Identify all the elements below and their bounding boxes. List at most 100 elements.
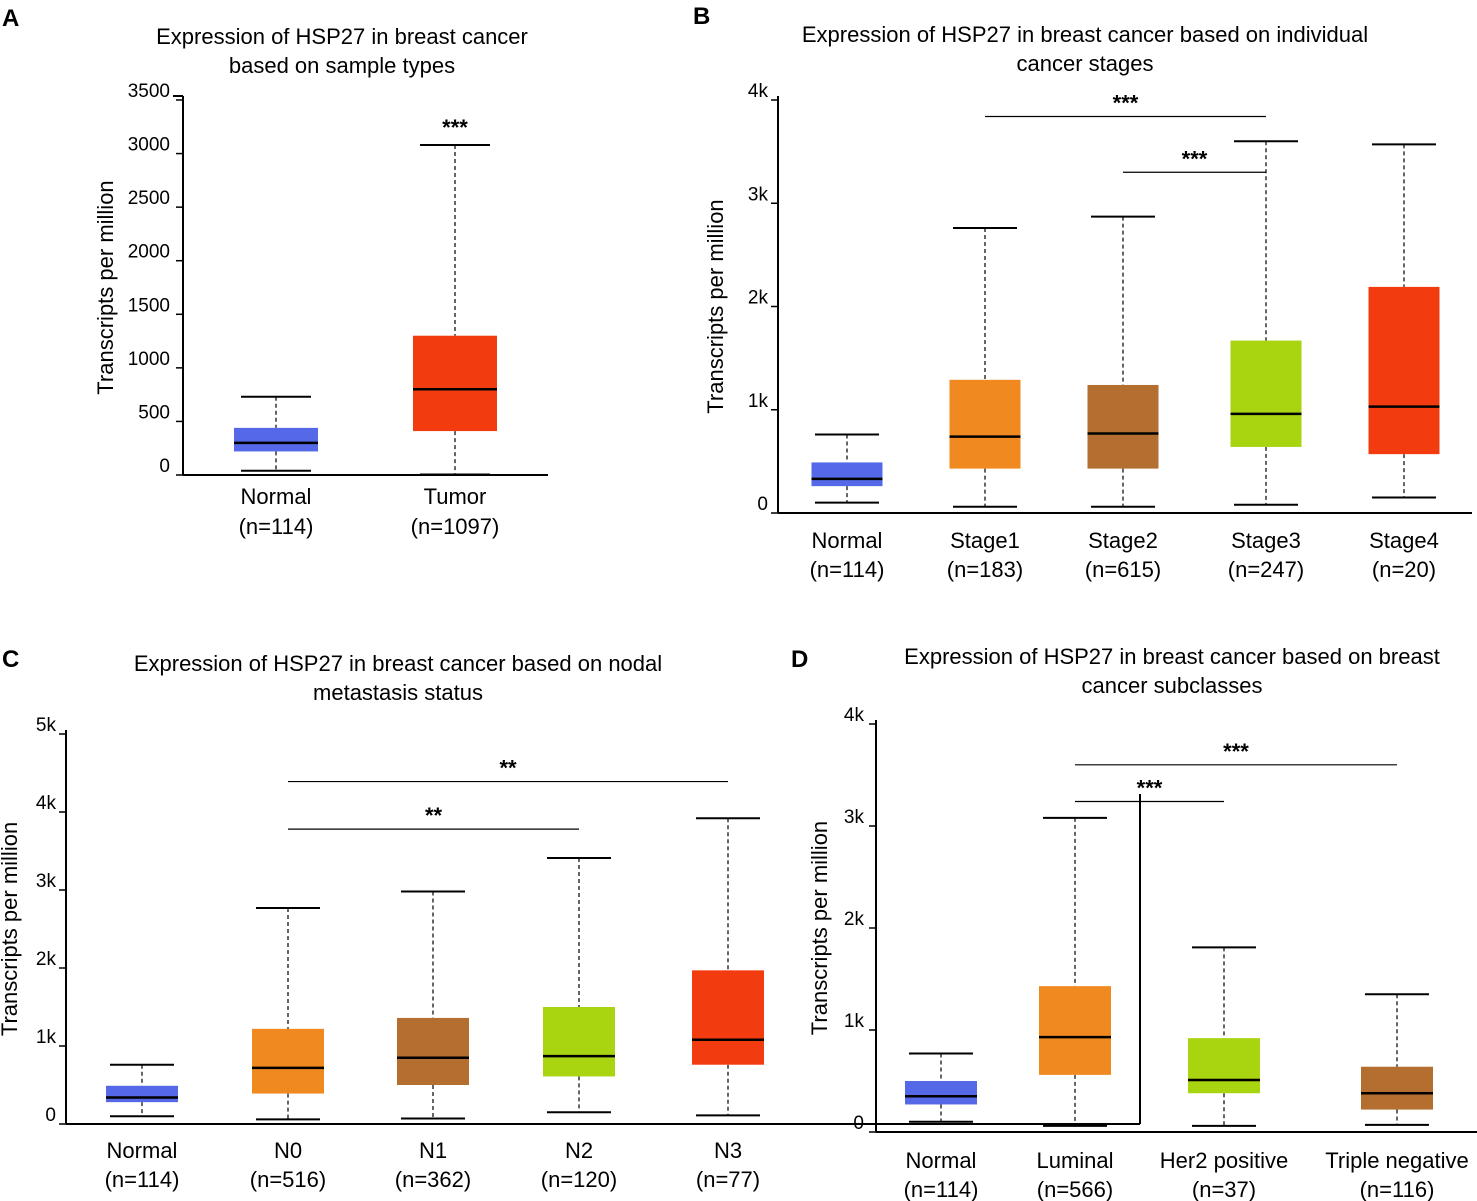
box-tumor: Tumor (n=1097) [411,144,500,539]
box-stage3: Stage3 (n=247) [1228,140,1304,582]
box-iqr [692,970,764,1065]
y-tick-label: 0 [159,456,170,477]
category-n-label: (n=20) [1372,557,1436,582]
category-n-label: (n=37) [1192,1177,1256,1201]
y-axis-label: Transcripts per million [703,199,728,413]
box-stage2: Stage2 (n=615) [1085,215,1161,582]
chart-title-line-1: Expression of HSP27 in breast cancer bas… [904,644,1440,669]
panel-a: A Expression of HSP27 in breast cancer bas… [2,5,548,539]
category-n-label: (n=566) [1037,1177,1113,1201]
box-normal: Normal (n=114) [904,1052,978,1201]
category-n-label: (n=116) [1360,1177,1435,1201]
box-iqr [252,1028,324,1094]
category-n-label: (n=114) [239,514,314,539]
category-label: Her2 positive [1160,1148,1288,1173]
category-label: Tumor [424,484,487,509]
category-n-label: (n=183) [947,557,1023,582]
y-axis-label: Transcripts per million [0,822,22,1036]
significance-label: *** [1182,146,1208,171]
box-iqr [905,1081,977,1105]
category-label: Normal [241,484,312,509]
panel-label: B [693,3,710,30]
y-tick-label: 1500 [128,295,170,316]
y-tick-label: 500 [138,402,170,423]
panel-d: D Expression of HSP27 in breast cancer ba… [791,644,1477,1201]
significance-label: *** [1113,91,1139,116]
category-label: Stage4 [1369,528,1439,553]
box-iqr [1087,384,1159,469]
chart-title-line-2: metastasis status [313,680,483,705]
box-iqr [234,427,318,452]
box-stage4: Stage4 (n=20) [1368,143,1440,582]
y-tick-label: 1000 [128,349,170,370]
significance-label: ** [499,756,517,781]
box-luminal: Luminal (n=566) [1036,816,1114,1201]
box-n2: N2 (n=120) [541,857,617,1192]
significance-label: *** [1137,776,1163,801]
box-triple-negative: Triple negative (n=116) [1325,993,1469,1201]
box-normal: Normal (n=114) [234,395,318,539]
panel-label: C [2,646,19,673]
category-label: Stage1 [950,528,1020,553]
category-n-label: (n=362) [395,1167,471,1192]
y-tick-label: 1k [844,1011,865,1032]
y-tick-label: 2k [748,288,769,309]
box-normal: Normal (n=114) [105,1063,179,1192]
y-tick-label: 2k [844,909,865,930]
panel-label: A [2,5,19,32]
box-n0: N0 (n=516) [250,906,326,1192]
y-tick-label: 2000 [128,242,170,263]
box-stage1: Stage1 (n=183) [947,227,1023,582]
category-label: N1 [419,1138,447,1163]
panel-label: D [791,646,808,673]
category-label: N2 [565,1138,593,1163]
box-n1: N1 (n=362) [395,890,471,1192]
y-tick-label: 3k [844,807,865,828]
category-label: Luminal [1036,1148,1113,1173]
significance-label: *** [1223,739,1249,764]
y-axis-label: Transcripts per million [93,180,118,394]
category-n-label: (n=1097) [411,514,500,539]
box-iqr [413,335,497,432]
panel-c: C Expression of HSP27 in breast cancer ba… [0,646,1141,1192]
category-n-label: (n=247) [1228,557,1304,582]
chart-title-line-1: Expression of HSP27 in breast cancer [156,24,528,49]
y-axis-label: Transcripts per million [807,821,832,1035]
category-n-label: (n=114) [810,557,885,582]
chart-title-line-1: Expression of HSP27 in breast cancer bas… [802,22,1368,47]
chart-title-line-2: cancer stages [1017,51,1154,76]
category-label: N3 [714,1138,742,1163]
y-tick-label: 2500 [128,188,170,209]
category-label: Normal [906,1148,977,1173]
y-tick-label: 5k [36,715,57,736]
significance-label: *** [442,115,468,140]
y-tick-label: 2k [36,949,57,970]
y-tick-label: 0 [853,1113,864,1134]
category-n-label: (n=120) [541,1167,617,1192]
box-iqr [106,1085,178,1103]
y-tick-label: 3k [36,871,57,892]
category-label: N0 [274,1138,302,1163]
box-iqr [811,462,883,487]
box-iqr [949,379,1021,469]
box-iqr [1230,340,1302,447]
y-tick-label: 0 [45,1105,56,1126]
y-tick-label: 1k [36,1027,57,1048]
box-iqr [1188,1038,1260,1094]
y-tick-label: 0 [757,494,768,515]
panel-b: B Expression of HSP27 in breast cancer ba… [693,3,1472,582]
box-n3: N3 (n=77) [692,817,764,1192]
y-tick-label: 3k [748,184,769,205]
category-n-label: (n=77) [696,1167,760,1192]
chart-title-line-1: Expression of HSP27 in breast cancer bas… [134,651,662,676]
category-label: Normal [107,1138,178,1163]
category-n-label: (n=615) [1085,557,1161,582]
chart-title-line-2: cancer subclasses [1082,673,1263,698]
category-label: Stage2 [1088,528,1158,553]
y-tick-label: 1k [748,391,769,412]
category-label: Normal [812,528,883,553]
category-n-label: (n=516) [250,1167,326,1192]
box-her2-positive: Her2 positive (n=37) [1160,946,1288,1201]
chart-title-line-2: based on sample types [229,53,455,78]
category-label: Stage3 [1231,528,1301,553]
